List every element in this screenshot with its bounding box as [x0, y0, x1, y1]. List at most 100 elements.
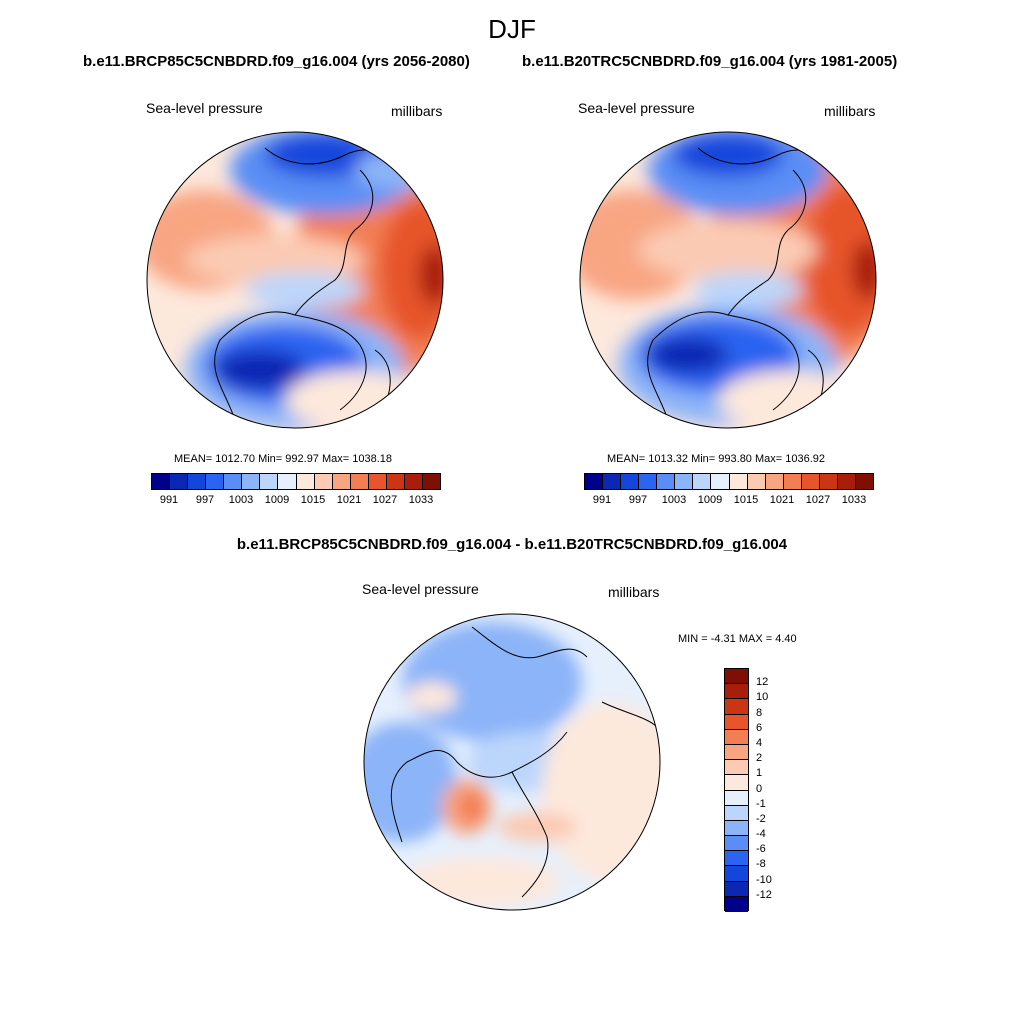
panel2-units-label: millibars	[824, 103, 876, 119]
map-difference-slp	[363, 613, 661, 911]
map2-aleutian-core	[673, 133, 783, 177]
colorbar-tick-label: -2	[756, 812, 766, 825]
colorbar-swatch	[368, 474, 387, 489]
colorbar-tick-label: 1009	[264, 494, 290, 506]
colorbar-swatch	[819, 474, 838, 489]
map1-coastline-atlantic	[214, 311, 367, 421]
colorbar-swatch	[711, 474, 730, 489]
colorbar-tick-label: 997	[195, 494, 215, 506]
map-future-slp	[146, 131, 444, 429]
colorbar-tick-label: -12	[756, 888, 772, 901]
panel2-variable-label: Sea-level pressure	[578, 100, 695, 116]
map2-icelandic-core	[648, 337, 728, 373]
map2-azores-edge	[718, 370, 858, 428]
page-title: DJF	[488, 14, 536, 44]
map1-boundary	[146, 131, 444, 429]
colorbar-tick-label: -8	[756, 858, 766, 871]
colorbar-tick-label: 1021	[769, 494, 795, 506]
colorbar-tick-label: 1033	[841, 494, 867, 506]
colorbar-tick-label: 1015	[300, 494, 326, 506]
colorbar-swatch	[314, 474, 333, 489]
colorbar-tick-label: -6	[756, 843, 766, 856]
colorbar-swatch	[725, 881, 748, 897]
colorbar-swatch	[404, 474, 423, 489]
colorbar-swatch	[725, 775, 748, 791]
map3-pacific-positive	[407, 682, 457, 712]
colorbar-swatch	[765, 474, 784, 489]
panel2-colorbar	[584, 473, 874, 490]
colorbar-tick-label: 2	[756, 752, 763, 765]
map-historical-slp	[579, 131, 877, 429]
colorbar-swatch	[725, 866, 748, 882]
colorbar-tick-label: 991	[592, 494, 612, 506]
colorbar-tick-label: 1033	[408, 494, 434, 506]
colorbar-swatch	[585, 474, 604, 489]
colorbar-tick-label: 1003	[228, 494, 254, 506]
colorbar-swatch	[242, 474, 261, 489]
colorbar-swatch	[801, 474, 820, 489]
colorbar-swatch	[725, 896, 748, 912]
colorbar-swatch	[725, 669, 748, 685]
map2-coastline-arctic	[727, 169, 807, 316]
panel3-stats: MIN = -4.31 MAX = 4.40	[678, 633, 797, 645]
map1-siberian-max	[419, 245, 443, 305]
colorbar-swatch	[224, 474, 243, 489]
colorbar-swatch	[783, 474, 802, 489]
colorbar-tick-label: 6	[756, 721, 763, 734]
map3-north-negative	[402, 622, 582, 742]
colorbar-swatch	[206, 474, 225, 489]
colorbar-swatch	[725, 790, 748, 806]
map2-coastline-atlantic	[647, 311, 800, 421]
panel2-stats: MEAN= 1013.32 Min= 993.80 Max= 1036.92	[607, 453, 826, 465]
colorbar-swatch	[725, 684, 748, 700]
colorbar-swatch	[855, 474, 873, 489]
colorbar-swatch	[747, 474, 766, 489]
colorbar-tick-label: 1009	[697, 494, 723, 506]
panel3-units-label: millibars	[608, 584, 660, 600]
colorbar-swatch	[725, 714, 748, 730]
colorbar-tick-label: 1027	[372, 494, 398, 506]
difference-header: b.e11.BRCP85C5CNBDRD.f09_g16.004 - b.e11…	[236, 536, 788, 553]
colorbar-tick-label: 10	[756, 691, 769, 704]
panel1-colorbar	[151, 473, 441, 490]
colorbar-tick-label: 1021	[336, 494, 362, 506]
difference-colorbar-ticks: 12 10 8 6 4 2 1 0 -1 -2 -4 -6 -8 -10 -12	[756, 668, 796, 911]
colorbar-swatch	[729, 474, 748, 489]
colorbar-swatch	[603, 474, 622, 489]
colorbar-swatch	[350, 474, 369, 489]
colorbar-tick-label: 1	[756, 767, 763, 780]
colorbar-swatch	[639, 474, 658, 489]
panel2-colorbar-ticks: 991 997 1003 1009 1015 1021 1027 1033	[584, 494, 872, 508]
map1-icelandic-core	[215, 350, 305, 390]
panel3-variable-label: Sea-level pressure	[362, 581, 479, 597]
colorbar-swatch	[837, 474, 856, 489]
difference-colorbar	[724, 668, 749, 912]
map1-coastline-arctic	[294, 169, 374, 316]
panel1-colorbar-ticks: 991 997 1003 1009 1015 1021 1027 1033	[151, 494, 439, 508]
map3-coastline-greenland	[511, 771, 549, 898]
map3-atlantic-positive	[497, 812, 577, 842]
colorbar-tick-label: 1027	[805, 494, 831, 506]
map1-arctic-ridge	[185, 235, 365, 285]
map3-boundary	[363, 613, 661, 911]
colorbar-tick-label: -10	[756, 873, 772, 886]
colorbar-swatch	[725, 820, 748, 837]
map3-coastline-north-america	[390, 731, 568, 843]
panel1-units-label: millibars	[391, 103, 443, 119]
colorbar-swatch	[725, 851, 748, 867]
colorbar-tick-label: 8	[756, 706, 763, 719]
colorbar-swatch	[657, 474, 676, 489]
map2-boundary	[579, 131, 877, 429]
colorbar-swatch	[170, 474, 189, 489]
colorbar-swatch	[152, 474, 171, 489]
map2-siberian-max	[852, 240, 876, 300]
colorbar-swatch	[296, 474, 315, 489]
colorbar-swatch	[725, 836, 748, 852]
colorbar-tick-label: 1015	[733, 494, 759, 506]
colorbar-tick-label: 997	[628, 494, 648, 506]
colorbar-tick-label: 1003	[661, 494, 687, 506]
map1-azores-edge	[285, 370, 425, 428]
colorbar-swatch	[278, 474, 297, 489]
colorbar-swatch	[693, 474, 712, 489]
map2-pacific-high	[580, 190, 703, 300]
